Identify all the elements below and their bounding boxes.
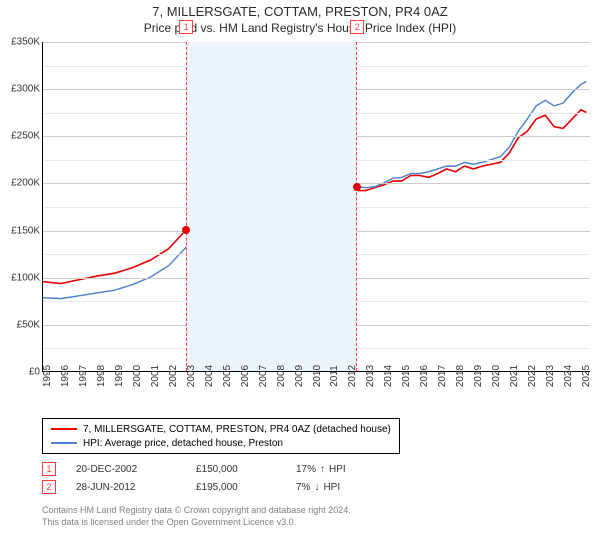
x-axis-label: 2002 xyxy=(168,365,179,387)
sale-row-date: 28-JUN-2012 xyxy=(76,482,196,493)
legend-label: 7, MILLERSGATE, COTTAM, PRESTON, PR4 0AZ… xyxy=(83,424,391,435)
x-axis-label: 1996 xyxy=(60,365,71,387)
sale-band xyxy=(186,42,357,371)
x-axis-label: 1997 xyxy=(78,365,89,387)
legend-row: HPI: Average price, detached house, Pres… xyxy=(51,436,391,450)
legend-swatch xyxy=(51,428,77,430)
legend-row: 7, MILLERSGATE, COTTAM, PRESTON, PR4 0AZ… xyxy=(51,422,391,436)
sale-row-marker: 2 xyxy=(42,480,56,494)
chart-container: 7, MILLERSGATE, COTTAM, PRESTON, PR4 0AZ… xyxy=(0,0,600,560)
sale-row-hpi: 7% ↓ HPI xyxy=(296,482,456,493)
y-axis-label: £250K xyxy=(11,131,40,142)
x-axis-label: 2020 xyxy=(491,365,502,387)
sale-row: 2 28-JUN-2012£195,0007% ↓ HPI xyxy=(42,478,456,496)
sales-table: 1 20-DEC-2002£150,00017% ↑ HPI 2 28-JUN-2012£… xyxy=(42,460,456,496)
x-axis-label: 2013 xyxy=(365,365,376,387)
y-axis-label: £100K xyxy=(11,272,40,283)
x-axis-label: 1998 xyxy=(96,365,107,387)
sale-row: 1 20-DEC-2002£150,00017% ↑ HPI xyxy=(42,460,456,478)
hpi-suffix: HPI xyxy=(329,464,346,475)
x-axis-label: 2017 xyxy=(437,365,448,387)
x-axis-label: 2018 xyxy=(455,365,466,387)
x-axis-label: 1999 xyxy=(114,365,125,387)
x-axis-label: 2006 xyxy=(240,365,251,387)
x-axis-label: 2009 xyxy=(294,365,305,387)
x-axis-label: 2012 xyxy=(347,365,358,387)
hpi-delta: 7% xyxy=(296,482,310,493)
y-axis-label: £50K xyxy=(17,319,40,330)
x-axis-label: 2001 xyxy=(150,365,161,387)
x-axis-label: 2024 xyxy=(563,365,574,387)
sale-point xyxy=(353,183,361,191)
x-axis-label: 1995 xyxy=(42,365,53,387)
chart-title: 7, MILLERSGATE, COTTAM, PRESTON, PR4 0AZ xyxy=(0,4,600,19)
sale-row-price: £195,000 xyxy=(196,482,296,493)
y-axis-label: £0 xyxy=(29,367,40,378)
sale-row-date: 20-DEC-2002 xyxy=(76,464,196,475)
title-block: 7, MILLERSGATE, COTTAM, PRESTON, PR4 0AZ… xyxy=(0,0,600,35)
x-axis-label: 2004 xyxy=(204,365,215,387)
x-axis-label: 2007 xyxy=(258,365,269,387)
x-axis-label: 2008 xyxy=(276,365,287,387)
footnote: Contains HM Land Registry data © Crown c… xyxy=(42,504,351,528)
arrow-down-icon: ↓ xyxy=(314,482,319,493)
y-axis-label: £200K xyxy=(11,178,40,189)
sale-marker: 2 xyxy=(350,20,364,34)
x-axis-label: 2019 xyxy=(473,365,484,387)
x-axis-label: 2005 xyxy=(222,365,233,387)
arrow-up-icon: ↑ xyxy=(320,464,325,475)
x-axis-label: 2011 xyxy=(329,365,340,387)
legend: 7, MILLERSGATE, COTTAM, PRESTON, PR4 0AZ… xyxy=(42,418,400,454)
y-axis-label: £350K xyxy=(11,37,40,48)
sale-row-price: £150,000 xyxy=(196,464,296,475)
y-axis-label: £150K xyxy=(11,225,40,236)
x-axis-label: 2014 xyxy=(383,365,394,387)
x-axis-label: 2025 xyxy=(581,365,592,387)
x-axis-label: 2023 xyxy=(545,365,556,387)
legend-label: HPI: Average price, detached house, Pres… xyxy=(83,438,283,449)
x-axis-label: 2003 xyxy=(186,365,197,387)
legend-swatch xyxy=(51,442,77,444)
chart-plot-area: 12 xyxy=(42,42,590,372)
x-axis-label: 2015 xyxy=(401,365,412,387)
hpi-delta: 17% xyxy=(296,464,316,475)
x-axis-label: 2022 xyxy=(527,365,538,387)
footnote-line: Contains HM Land Registry data © Crown c… xyxy=(42,504,351,516)
sale-point xyxy=(182,226,190,234)
x-axis-label: 2021 xyxy=(509,365,520,387)
x-axis-label: 2010 xyxy=(312,365,323,387)
chart-subtitle: Price paid vs. HM Land Registry's House … xyxy=(0,21,600,35)
y-axis-label: £300K xyxy=(11,84,40,95)
x-axis-label: 2016 xyxy=(419,365,430,387)
sale-marker: 1 xyxy=(179,20,193,34)
sale-row-marker: 1 xyxy=(42,462,56,476)
sale-row-hpi: 17% ↑ HPI xyxy=(296,464,456,475)
footnote-line: This data is licensed under the Open Gov… xyxy=(42,516,351,528)
x-axis-label: 2000 xyxy=(132,365,143,387)
hpi-suffix: HPI xyxy=(323,482,340,493)
